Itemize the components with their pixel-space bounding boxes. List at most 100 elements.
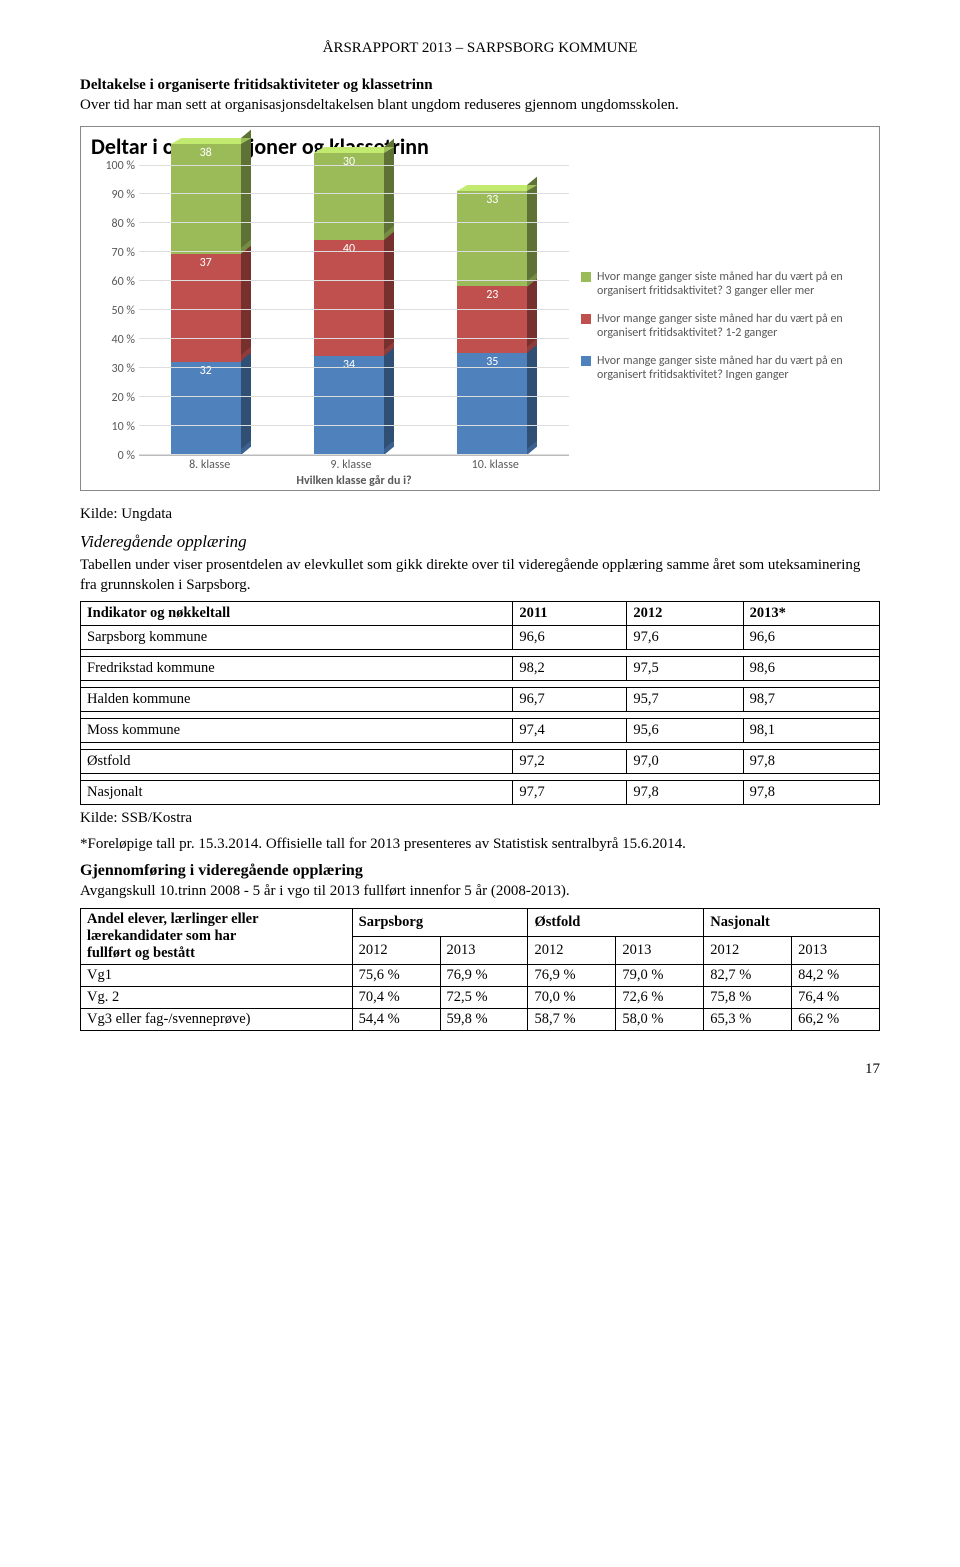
table-row: Fredrikstad kommune98,297,598,6 bbox=[81, 657, 880, 681]
y-tick: 100 % bbox=[105, 159, 135, 173]
table-cell: 98,7 bbox=[743, 688, 879, 712]
preliminary-note: *Foreløpige tall pr. 15.3.2014. Offisiel… bbox=[80, 835, 880, 855]
andel-table: Andel elever, lærlinger eller lærekandid… bbox=[80, 908, 880, 1031]
table-header: Indikator og nøkkeltall bbox=[81, 602, 513, 626]
table-header: Sarpsborg bbox=[352, 908, 528, 936]
table-cell: 79,0 % bbox=[616, 964, 704, 986]
y-tick: 80 % bbox=[112, 217, 135, 231]
table-cell: 96,7 bbox=[513, 688, 627, 712]
table-row: Moss kommune97,495,698,1 bbox=[81, 719, 880, 743]
legend-label: Hvor mange ganger siste måned har du vær… bbox=[597, 354, 871, 382]
table-cell: 97,7 bbox=[513, 781, 627, 805]
table-cell: Nasjonalt bbox=[81, 781, 513, 805]
table-cell: 70,0 % bbox=[528, 986, 616, 1008]
table-cell: Halden kommune bbox=[81, 688, 513, 712]
table-header: 2012 bbox=[627, 602, 743, 626]
legend-swatch bbox=[581, 314, 591, 324]
bar-value-label: 38 bbox=[171, 146, 241, 160]
bar-value-label: 34 bbox=[314, 358, 384, 372]
section2-text: Tabellen under viser prosentdelen av ele… bbox=[80, 556, 880, 595]
legend-item: Hvor mange ganger siste måned har du vær… bbox=[581, 354, 871, 382]
chart-legend: Hvor mange ganger siste måned har du vær… bbox=[569, 166, 871, 486]
legend-swatch bbox=[581, 272, 591, 282]
y-tick: 40 % bbox=[112, 333, 135, 347]
table-cell: 75,8 % bbox=[704, 986, 792, 1008]
bar-value-label: 33 bbox=[457, 193, 527, 207]
x-category-label: 10. klasse bbox=[472, 458, 519, 472]
table-header: Nasjonalt bbox=[704, 908, 880, 936]
table-cell: 98,1 bbox=[743, 719, 879, 743]
legend-item: Hvor mange ganger siste måned har du vær… bbox=[581, 312, 871, 340]
table-cell: Vg. 2 bbox=[81, 986, 353, 1008]
table-cell: 72,6 % bbox=[616, 986, 704, 1008]
y-tick: 30 % bbox=[112, 362, 135, 376]
legend-label: Hvor mange ganger siste måned har du vær… bbox=[597, 270, 871, 298]
y-tick: 60 % bbox=[112, 275, 135, 289]
legend-swatch bbox=[581, 356, 591, 366]
table-cell: Moss kommune bbox=[81, 719, 513, 743]
y-tick: 10 % bbox=[112, 420, 135, 434]
table-header: Andel elever, lærlinger eller lærekandid… bbox=[81, 908, 353, 964]
section2-title: Videregående opplæring bbox=[80, 532, 880, 552]
table-cell: Sarpsborg kommune bbox=[81, 626, 513, 650]
x-axis-title: Hvilken klasse går du i? bbox=[139, 474, 569, 488]
table-cell: 58,0 % bbox=[616, 1008, 704, 1030]
table-header: 2013* bbox=[743, 602, 879, 626]
table-cell: 54,4 % bbox=[352, 1008, 440, 1030]
page-number: 17 bbox=[80, 1061, 880, 1078]
source-ssb: Kilde: SSB/Kostra bbox=[80, 809, 880, 829]
table-cell: 95,6 bbox=[627, 719, 743, 743]
bar-group: 323738 bbox=[171, 166, 251, 455]
legend-item: Hvor mange ganger siste måned har du vær… bbox=[581, 270, 871, 298]
table-row: Vg3 eller fag-/svenneprøve)54,4 %59,8 %5… bbox=[81, 1008, 880, 1030]
chart-container: Deltar i organisasjoner og klassetrinn 0… bbox=[80, 126, 880, 491]
table-header: 2011 bbox=[513, 602, 627, 626]
table-header: 2013 bbox=[616, 936, 704, 964]
bar-group: 352333 bbox=[457, 166, 537, 455]
section1-title: Deltakelse i organiserte fritidsaktivite… bbox=[80, 77, 880, 94]
table-row: Halden kommune96,795,798,7 bbox=[81, 688, 880, 712]
table-row: Nasjonalt97,797,897,8 bbox=[81, 781, 880, 805]
table-cell: 97,8 bbox=[743, 750, 879, 774]
table-cell: 97,4 bbox=[513, 719, 627, 743]
table-cell: 98,2 bbox=[513, 657, 627, 681]
table-cell: 97,8 bbox=[743, 781, 879, 805]
table-cell: 76,9 % bbox=[528, 964, 616, 986]
bar-value-label: 30 bbox=[314, 155, 384, 169]
table-header: 2013 bbox=[792, 936, 880, 964]
table-cell: 96,6 bbox=[743, 626, 879, 650]
bar-value-label: 32 bbox=[171, 364, 241, 378]
bar-value-label: 40 bbox=[314, 242, 384, 256]
section3-title: Gjennomføring i videregående opplæring bbox=[80, 862, 880, 880]
table-cell: Fredrikstad kommune bbox=[81, 657, 513, 681]
y-tick: 20 % bbox=[112, 391, 135, 405]
x-category-label: 9. klasse bbox=[330, 458, 371, 472]
table-cell: 70,4 % bbox=[352, 986, 440, 1008]
y-tick: 90 % bbox=[112, 188, 135, 202]
table-cell: 95,7 bbox=[627, 688, 743, 712]
source-ungdata: Kilde: Ungdata bbox=[80, 505, 880, 525]
table-cell: 97,5 bbox=[627, 657, 743, 681]
bar-value-label: 23 bbox=[457, 288, 527, 302]
table-cell: 66,2 % bbox=[792, 1008, 880, 1030]
table-header: 2012 bbox=[528, 936, 616, 964]
table-header: 2012 bbox=[352, 936, 440, 964]
table-row: Vg175,6 %76,9 %76,9 %79,0 %82,7 %84,2 % bbox=[81, 964, 880, 986]
table-row: Sarpsborg kommune96,697,696,6 bbox=[81, 626, 880, 650]
table-cell: Østfold bbox=[81, 750, 513, 774]
table-cell: 97,2 bbox=[513, 750, 627, 774]
table-cell: 72,5 % bbox=[440, 986, 528, 1008]
table-cell: 84,2 % bbox=[792, 964, 880, 986]
table-cell: 97,8 bbox=[627, 781, 743, 805]
table-cell: 97,0 bbox=[627, 750, 743, 774]
section3-text: Avgangskull 10.trinn 2008 - 5 år i vgo t… bbox=[80, 882, 880, 902]
page-header: ÅRSRAPPORT 2013 – SARPSBORG KOMMUNE bbox=[80, 40, 880, 57]
table-row: Østfold97,297,097,8 bbox=[81, 750, 880, 774]
x-category-label: 8. klasse bbox=[189, 458, 230, 472]
table-cell: 75,6 % bbox=[352, 964, 440, 986]
table-cell: 65,3 % bbox=[704, 1008, 792, 1030]
table-cell: Vg1 bbox=[81, 964, 353, 986]
chart-plot: 0 %10 %20 %30 %40 %50 %60 %70 %80 %90 %1… bbox=[89, 166, 569, 486]
table-cell: 96,6 bbox=[513, 626, 627, 650]
table-cell: 76,4 % bbox=[792, 986, 880, 1008]
